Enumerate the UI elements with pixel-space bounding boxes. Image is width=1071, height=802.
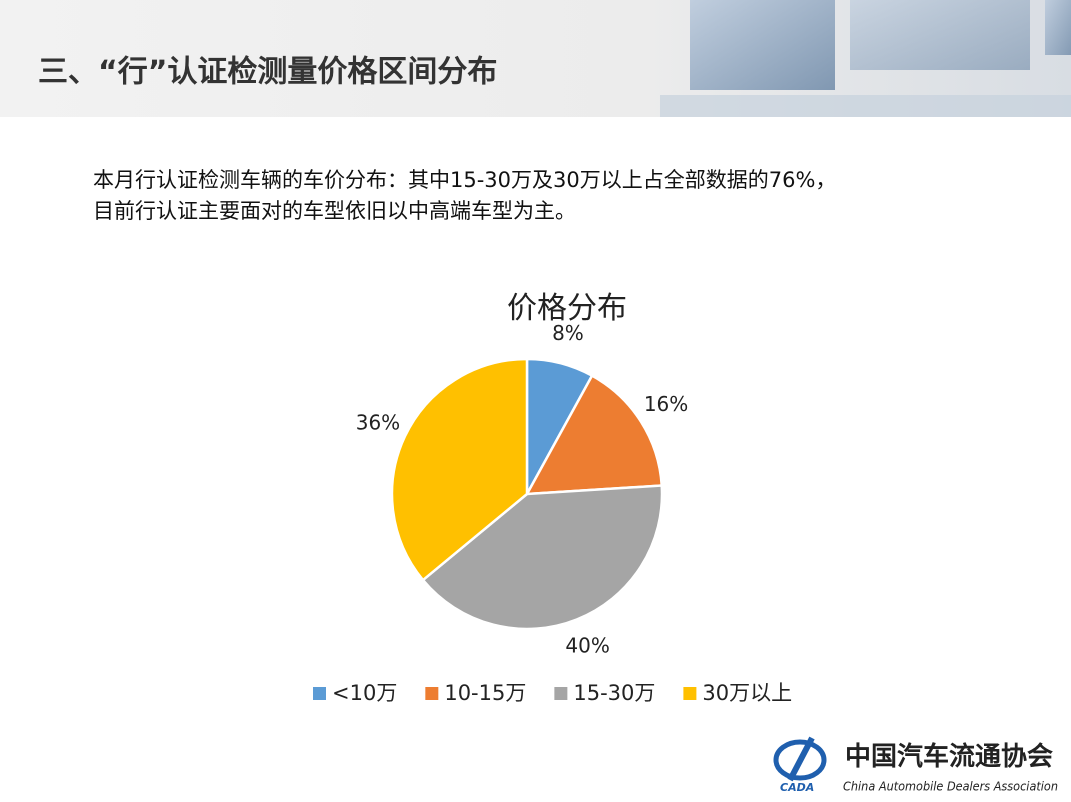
data-label: 40% [565, 634, 609, 658]
logo-name: 中国汽车流通协会 [845, 741, 1053, 772]
logo: 中国汽车流通协会 China Automobile Dealers Associ… [773, 736, 1058, 794]
logo-abbr: CADA [780, 781, 814, 794]
header-decor [660, 95, 1071, 117]
legend-label: 30万以上 [702, 681, 792, 705]
body-text: 本月行认证检测车辆的车价分布：其中15-30万及30万以上占全部数据的76%， [93, 168, 836, 192]
legend-marker [554, 687, 568, 700]
header-decor [1045, 0, 1071, 55]
legend-label: 15-30万 [573, 681, 655, 705]
body-text: 目前行认证主要面对的车型依旧以中高端车型为主。 [93, 199, 576, 223]
logo-english: China Automobile Dealers Association [843, 780, 1058, 794]
data-label: 16% [644, 392, 688, 416]
slide-title: 三、“行”认证检测量价格区间分布 [38, 55, 497, 90]
legend-label: <10万 [332, 681, 397, 705]
pie-slice [524, 374, 664, 496]
pie: 8% 16% 40% 36% [356, 321, 689, 658]
chart-title: 价格分布 [507, 291, 627, 326]
logo-mark [773, 739, 827, 781]
header-decor [850, 0, 1030, 70]
pie-slice [390, 357, 529, 582]
logo-mark [787, 736, 815, 782]
data-label: 8% [552, 321, 584, 345]
pie-slice [421, 484, 664, 631]
data-label: 36% [356, 410, 400, 434]
legend-label: 10-15万 [444, 681, 526, 705]
legend-marker [425, 687, 439, 700]
legend-marker [313, 687, 326, 700]
legend-marker [683, 687, 697, 700]
legend: <10万 10-15万 15-30万 30万以上 [313, 681, 792, 705]
header-decor [690, 0, 835, 90]
